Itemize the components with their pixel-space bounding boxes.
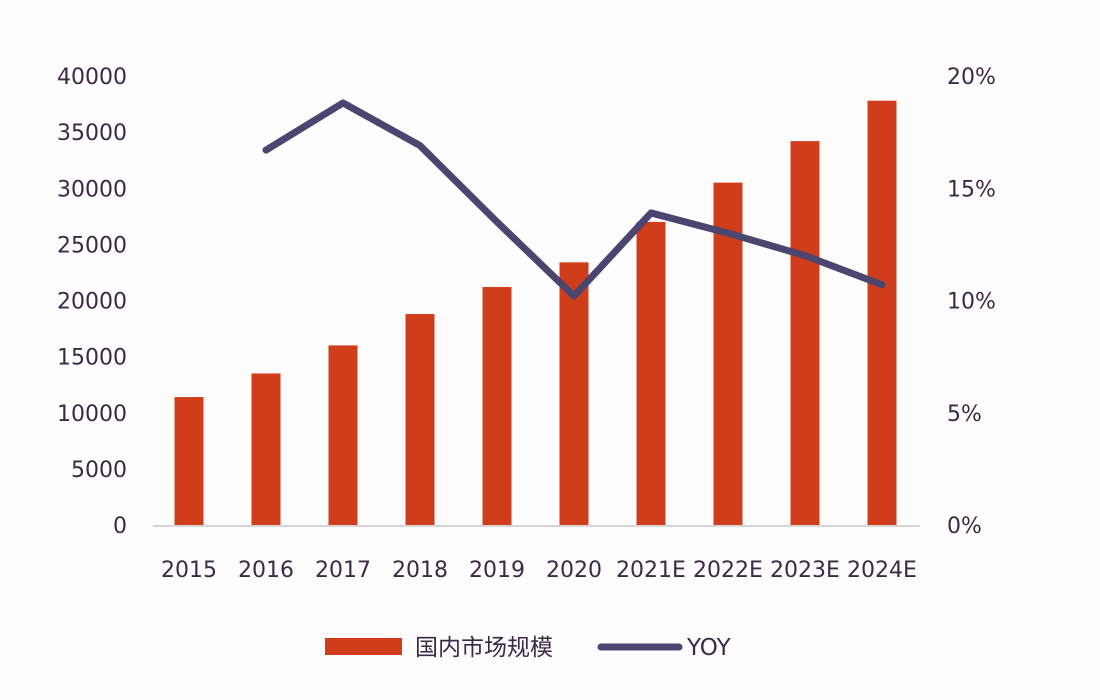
left-tick-label: 40000	[57, 65, 127, 90]
legend: 国内市场规模 YOY	[325, 635, 732, 661]
bar	[636, 221, 666, 526]
x-tick-label: 2016	[238, 558, 294, 583]
x-tick-label: 2015	[161, 558, 217, 583]
bar	[405, 313, 435, 525]
right-tick-label: 15%	[947, 177, 996, 202]
x-tick-label: 2020	[546, 558, 602, 583]
left-tick-label: 20000	[57, 290, 127, 315]
right-tick-label: 10%	[947, 290, 996, 315]
x-tick-label: 2018	[392, 558, 448, 583]
right-axis-ticks: 0% 5% 10% 15% 20%	[947, 65, 996, 539]
bar	[867, 100, 897, 525]
bar	[482, 287, 512, 525]
bar	[559, 262, 589, 525]
yoy-line	[262, 99, 886, 300]
bar	[328, 345, 358, 525]
x-tick-label: 2022E	[693, 558, 763, 583]
left-tick-label: 25000	[57, 233, 127, 258]
bar	[251, 373, 281, 525]
left-axis-ticks: 0 5000 10000 15000 20000 25000 30000 35000 40000	[57, 65, 127, 539]
x-tick-label: 2021E	[616, 558, 686, 583]
right-tick-label: 0%	[947, 514, 982, 539]
x-tick-label: 2019	[469, 558, 525, 583]
left-tick-label: 35000	[57, 121, 127, 146]
x-tick-label: 2017	[315, 558, 371, 583]
bar	[713, 182, 743, 525]
left-tick-label: 15000	[57, 346, 127, 371]
legend-bar-swatch	[325, 638, 402, 655]
legend-line-label: YOY	[686, 635, 732, 661]
legend-bar-label: 国内市场规模	[415, 635, 553, 661]
x-tick-label: 2024E	[847, 558, 917, 583]
right-tick-label: 5%	[947, 402, 982, 427]
bar-series	[174, 100, 897, 526]
bar	[174, 397, 204, 525]
x-tick-label: 2023E	[770, 558, 840, 583]
left-tick-label: 10000	[57, 402, 127, 427]
left-tick-label: 5000	[71, 458, 127, 483]
x-axis-labels: 2015 2016 2017 2018 2019 2020 2021E 2022E 2023E 2…	[161, 558, 917, 583]
left-tick-label: 0	[113, 514, 127, 539]
left-tick-label: 30000	[57, 177, 127, 202]
right-tick-label: 20%	[947, 65, 996, 90]
bar	[790, 141, 820, 526]
